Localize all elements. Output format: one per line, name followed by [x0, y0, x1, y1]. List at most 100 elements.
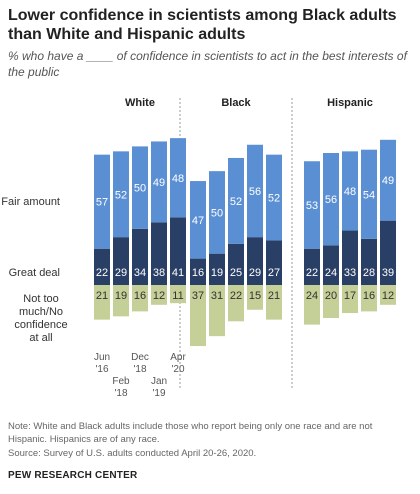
- bar-fair-amount: [113, 151, 129, 238]
- bar-great-deal: [323, 245, 339, 285]
- row-label-not-too-much: at all: [29, 332, 52, 344]
- value-label-fair-amount: 49: [382, 175, 394, 187]
- bar-not-too-much: [361, 285, 377, 312]
- x-tick-label: '16: [95, 364, 108, 375]
- group-label: White: [125, 97, 155, 109]
- bar-not-too-much: [342, 285, 358, 314]
- value-label-not-too-much: 17: [344, 290, 356, 302]
- value-label-great-deal: 19: [211, 267, 223, 279]
- x-tick-label: Jan: [151, 376, 167, 387]
- value-label-not-too-much: 12: [153, 290, 165, 302]
- value-label-great-deal: 27: [268, 267, 280, 279]
- value-label-not-too-much: 21: [268, 290, 280, 302]
- value-label-fair-amount: 54: [363, 189, 375, 201]
- value-label-great-deal: 29: [115, 267, 127, 279]
- row-label-not-too-much: confidence: [14, 319, 67, 331]
- bar-not-too-much: [113, 285, 129, 317]
- value-label-not-too-much: 20: [325, 290, 337, 302]
- value-label-fair-amount: 53: [306, 200, 318, 212]
- x-tick-label: '19: [152, 388, 165, 399]
- bar-not-too-much: [304, 285, 320, 325]
- row-label-not-too-much: Not too: [23, 293, 58, 305]
- value-label-fair-amount: 52: [115, 189, 127, 201]
- bar-fair-amount: [266, 154, 282, 241]
- value-label-not-too-much: 22: [230, 290, 242, 302]
- value-label-great-deal: 38: [153, 267, 165, 279]
- bar-fair-amount: [190, 181, 206, 259]
- value-label-not-too-much: 12: [382, 290, 394, 302]
- x-tick-label: Feb: [112, 376, 130, 387]
- bar-great-deal: [190, 258, 206, 285]
- value-label-not-too-much: 15: [249, 290, 261, 302]
- bar-great-deal: [380, 220, 396, 285]
- bar-not-too-much: [190, 285, 206, 347]
- bar-fair-amount: [342, 151, 358, 231]
- row-label-not-too-much: much/No: [19, 306, 63, 318]
- org-name: PEW RESEARCH CENTER: [8, 470, 138, 481]
- bar-fair-amount: [323, 153, 339, 246]
- bar-fair-amount: [304, 161, 320, 249]
- x-tick-label: Dec: [131, 352, 149, 363]
- value-label-not-too-much: 16: [134, 290, 146, 302]
- value-label-fair-amount: 56: [249, 186, 261, 198]
- value-label-great-deal: 33: [344, 267, 356, 279]
- x-tick-label: Apr: [170, 352, 186, 363]
- value-label-great-deal: 28: [363, 267, 375, 279]
- value-label-fair-amount: 50: [211, 207, 223, 219]
- stacked-bar-chart: Fair amount Great deal Not toomuch/Noconfi…: [1, 97, 396, 399]
- bar-not-too-much: [380, 285, 396, 305]
- value-label-great-deal: 39: [382, 267, 394, 279]
- value-label-not-too-much: 37: [192, 290, 204, 302]
- value-label-fair-amount: 47: [192, 215, 204, 227]
- bar-fair-amount: [170, 138, 186, 218]
- bar-great-deal: [170, 217, 186, 285]
- bar-fair-amount: [247, 144, 263, 238]
- bar-great-deal: [113, 237, 129, 285]
- value-label-fair-amount: 49: [153, 177, 165, 189]
- bar-fair-amount: [228, 157, 244, 244]
- chart-source: Source: Survey of U.S. adults conducted …: [8, 448, 257, 459]
- bar-fair-amount: [94, 154, 110, 249]
- bar-fair-amount: [380, 139, 396, 221]
- value-label-not-too-much: 31: [211, 290, 223, 302]
- value-label-great-deal: 41: [172, 267, 184, 279]
- row-label-great-deal: Great deal: [9, 267, 60, 279]
- bar-not-too-much: [170, 285, 186, 304]
- bar-not-too-much: [266, 285, 282, 320]
- value-label-fair-amount: 57: [96, 197, 108, 209]
- bar-not-too-much: [94, 285, 110, 320]
- bar-great-deal: [94, 248, 110, 285]
- bar-not-too-much: [247, 285, 263, 310]
- value-label-not-too-much: 11: [172, 290, 183, 302]
- bar-great-deal: [304, 248, 320, 285]
- value-label-fair-amount: 48: [172, 173, 184, 185]
- group-label: Black: [221, 97, 251, 109]
- value-label-not-too-much: 19: [115, 290, 127, 302]
- bar-great-deal: [266, 240, 282, 285]
- value-label-great-deal: 22: [96, 267, 108, 279]
- x-tick-label: '18: [133, 364, 146, 375]
- group-label: Hispanic: [327, 97, 373, 109]
- value-label-fair-amount: 50: [134, 183, 146, 195]
- value-label-great-deal: 25: [230, 267, 242, 279]
- bar-not-too-much: [323, 285, 339, 318]
- value-label-great-deal: 22: [306, 267, 318, 279]
- value-label-fair-amount: 56: [325, 194, 337, 206]
- bar-great-deal: [247, 237, 263, 285]
- value-label-great-deal: 16: [192, 267, 204, 279]
- chart-title: Lower confidence in scientists among Bla…: [8, 7, 397, 43]
- row-label-fair-amount: Fair amount: [1, 196, 60, 208]
- bar-great-deal: [342, 230, 358, 285]
- value-label-not-too-much: 21: [96, 290, 108, 302]
- bar-great-deal: [361, 238, 377, 285]
- bar-great-deal: [151, 222, 167, 285]
- bar-great-deal: [209, 253, 225, 285]
- bar-not-too-much: [132, 285, 148, 312]
- bar-fair-amount: [361, 149, 377, 239]
- value-label-fair-amount: 48: [344, 186, 356, 198]
- value-label-great-deal: 29: [249, 267, 261, 279]
- value-label-fair-amount: 52: [230, 196, 242, 208]
- chart-note: Note: White and Black adults include tho…: [8, 421, 373, 445]
- value-label-fair-amount: 52: [268, 193, 280, 205]
- bar-not-too-much: [228, 285, 244, 322]
